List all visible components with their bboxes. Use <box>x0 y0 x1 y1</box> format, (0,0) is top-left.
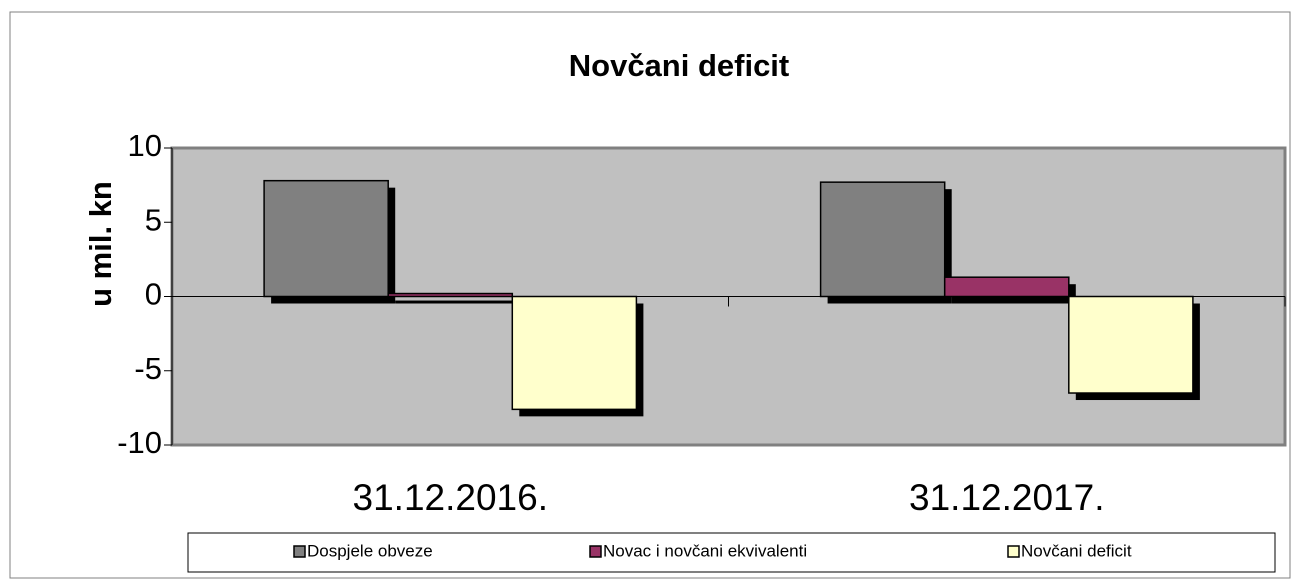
legend <box>187 532 1276 573</box>
bar <box>263 179 389 298</box>
bar <box>511 295 638 411</box>
legend-swatch <box>1007 545 1020 558</box>
legend-label: Novčani deficit <box>1021 541 1132 560</box>
y-tick-label: 0 <box>145 277 162 312</box>
y-tick-label: 10 <box>128 128 162 163</box>
bar-shadow <box>395 300 520 304</box>
legend-label: Dospjele obveze <box>307 541 433 560</box>
chart-title: Novčani deficit <box>569 48 790 83</box>
legend-label: Novac i novčani ekvivalenti <box>603 541 807 560</box>
legend-swatch <box>589 545 602 558</box>
bar <box>1068 295 1194 394</box>
y-tick-label: -5 <box>134 351 162 386</box>
bar <box>943 276 1070 298</box>
y-tick-label: -10 <box>117 425 162 460</box>
x-tick-label: 31.12.2016. <box>353 477 548 518</box>
bar <box>819 181 946 298</box>
y-tick-label: 5 <box>145 202 162 237</box>
legend-swatch <box>293 545 306 558</box>
y-axis-label: u mil. kn <box>83 181 118 307</box>
x-tick-label: 31.12.2017. <box>909 477 1104 518</box>
